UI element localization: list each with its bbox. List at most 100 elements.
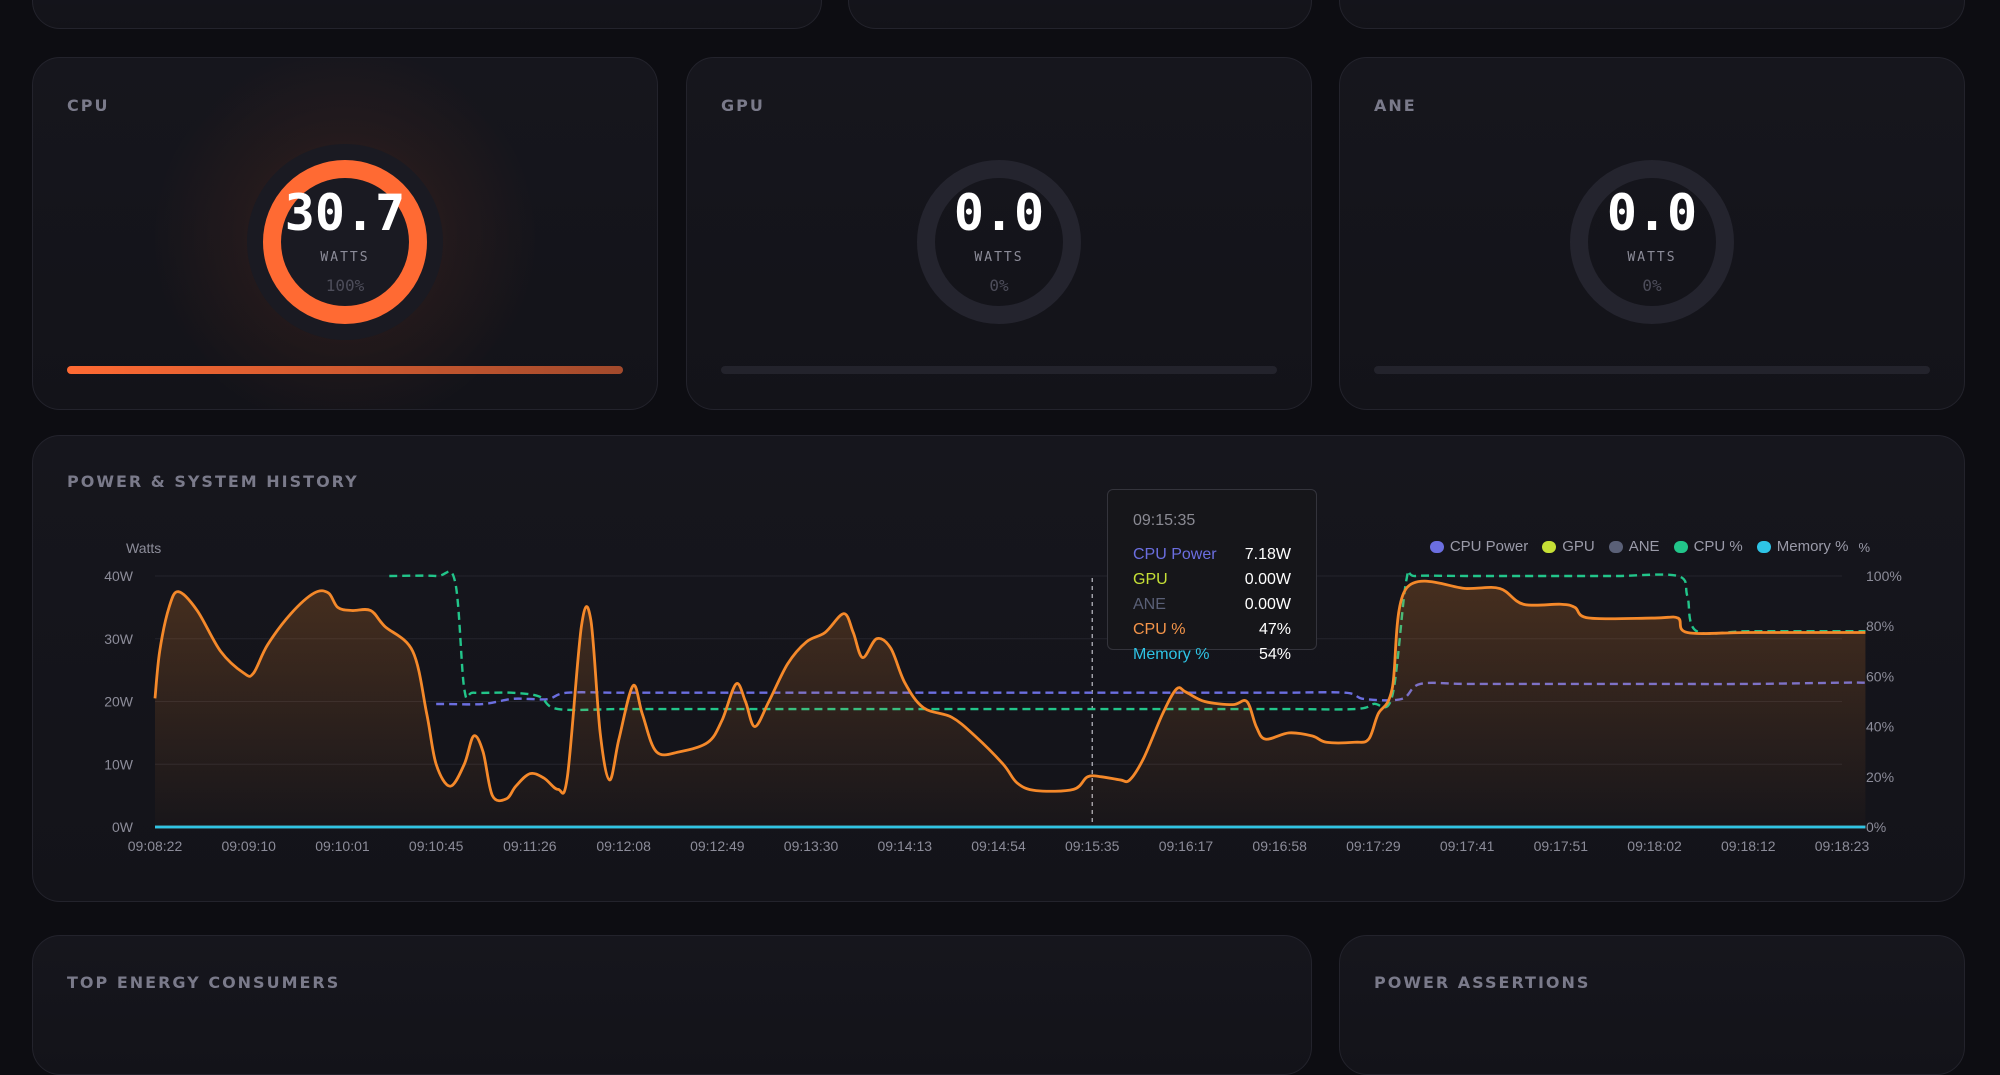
legend-item[interactable]: ANE xyxy=(1608,538,1660,555)
gpu-percent: 0% xyxy=(989,276,1009,295)
y-tick-label: 40W xyxy=(104,568,134,584)
x-tick-label: 09:10:45 xyxy=(409,838,464,854)
cpu-panel-title: CPU xyxy=(67,96,110,115)
legend-item[interactable]: CPU % xyxy=(1673,538,1743,555)
history-chart[interactable]: 0W 10W 20W 30W 40W 0% 20% 40% 60% 80% 100% Watts 09:… xyxy=(0,0,2000,1033)
tooltip-value: 47% xyxy=(1258,621,1291,638)
tooltip-label: CPU Power xyxy=(1133,546,1217,563)
x-tick-label: 09:11:26 xyxy=(503,838,557,854)
chart-tooltip: 09:15:35 CPU Power 7.18W GPU 0.00W ANE 0.00W C… xyxy=(1107,489,1317,663)
legend-label: ANE xyxy=(1628,538,1660,555)
ane-progress-bar xyxy=(1374,366,1930,374)
ane-watts-value: 0.0 xyxy=(1606,184,1698,242)
x-tick-label: 09:18:02 xyxy=(1627,838,1682,854)
x-tick-label: 09:17:41 xyxy=(1440,838,1495,854)
legend-swatch xyxy=(1429,540,1444,553)
cpu-progress-fill xyxy=(67,366,623,374)
legend-label: Memory % xyxy=(1776,538,1849,555)
y2-tick-label: 100% xyxy=(1866,568,1902,584)
cpu-gauge-ring xyxy=(247,144,443,340)
legend-item[interactable]: CPU Power xyxy=(1429,538,1529,555)
tooltip-label: ANE xyxy=(1133,596,1166,613)
series-line-cpu-power-w xyxy=(153,579,1866,803)
x-tick-label: 09:12:08 xyxy=(596,838,651,854)
ane-panel: ANE 0.0 WATTS 0% xyxy=(1339,57,1965,410)
cpu-watts-value: 30.7 xyxy=(284,184,406,242)
top-energy-consumers-title: TOP ENERGY CONSUMERS xyxy=(67,973,341,992)
y2-tick-label: 60% xyxy=(1866,668,1894,684)
y2-tick-label: 40% xyxy=(1866,719,1894,735)
legend-swatch xyxy=(1756,540,1771,553)
legend-suffix: % xyxy=(1858,540,1870,555)
top-card-middle xyxy=(848,0,1312,29)
tooltip-value: 7.18W xyxy=(1244,546,1291,563)
tooltip-value: 0.00W xyxy=(1244,596,1291,613)
tooltip-label: GPU xyxy=(1133,571,1168,588)
x-tick-label: 09:08:22 xyxy=(128,838,183,854)
ane-watts-unit: WATTS xyxy=(1627,250,1677,265)
x-tick-label: 09:18:12 xyxy=(1721,838,1776,854)
tooltip-row: CPU % 47% xyxy=(1133,617,1291,642)
x-tick-label: 09:14:13 xyxy=(878,838,933,854)
tooltip-value: 54% xyxy=(1258,646,1291,663)
legend-swatch xyxy=(1673,540,1688,553)
tooltip-value: 0.00W xyxy=(1244,571,1291,588)
cpu-watts-unit: WATTS xyxy=(320,250,370,265)
tooltip-row: GPU 0.00W xyxy=(1133,567,1291,592)
x-tick-label: 09:18:23 xyxy=(1815,838,1870,854)
x-tick-label: 09:14:54 xyxy=(971,838,1026,854)
tooltip-row: CPU Power 7.18W xyxy=(1133,542,1291,567)
gpu-panel: GPU 0.0 WATTS 0% xyxy=(686,57,1312,410)
legend-swatch xyxy=(1542,540,1557,553)
gpu-gauge-ring xyxy=(917,160,1081,324)
legend-label: CPU Power xyxy=(1449,538,1529,555)
y2-tick-label: 80% xyxy=(1866,618,1894,634)
chart-legend: CPU Power GPU ANE CPU % Memory % % xyxy=(1429,538,1870,555)
cpu-panel: CPU 30.7 WATTS 100% xyxy=(32,57,658,410)
legend-label: GPU xyxy=(1562,538,1595,555)
x-tick-label: 09:10:01 xyxy=(315,838,370,854)
top-card-left xyxy=(32,0,822,29)
cpu-gauge: 30.7 WATTS 100% xyxy=(245,142,445,342)
y2-tick-label: 20% xyxy=(1866,769,1894,785)
power-assertions-title: POWER ASSERTIONS xyxy=(1374,973,1591,992)
top-energy-consumers-panel: TOP ENERGY CONSUMERS xyxy=(32,935,1312,1075)
y2-tick-label: 0% xyxy=(1866,819,1886,835)
gpu-gauge: 0.0 WATTS 0% xyxy=(899,142,1099,342)
cpu-progress-bar xyxy=(67,366,623,374)
x-tick-label: 09:16:17 xyxy=(1159,838,1214,854)
tooltip-row: ANE 0.00W xyxy=(1133,592,1291,617)
legend-swatch xyxy=(1608,540,1623,553)
ane-gauge-ring xyxy=(1570,160,1734,324)
tooltip-label: Memory % xyxy=(1133,646,1210,663)
gpu-panel-title: GPU xyxy=(721,96,765,115)
x-tick-label: 09:17:51 xyxy=(1534,838,1589,854)
y-tick-label: 0W xyxy=(112,819,134,835)
history-panel-title: POWER & SYSTEM HISTORY xyxy=(67,472,359,491)
gpu-watts-unit: WATTS xyxy=(974,250,1024,265)
y-tick-label: 10W xyxy=(104,756,134,772)
legend-item[interactable]: GPU xyxy=(1542,538,1595,555)
x-tick-label: 09:13:30 xyxy=(784,838,839,854)
gpu-watts-value: 0.0 xyxy=(953,184,1045,242)
x-tick-label: 09:16:58 xyxy=(1252,838,1307,854)
cpu-percent: 100% xyxy=(325,276,365,295)
series-area-cpu-power-w xyxy=(155,581,1866,827)
x-tick-label: 09:15:35 xyxy=(1065,838,1120,854)
legend-item[interactable]: Memory % xyxy=(1756,538,1849,555)
y-axis-label: Watts xyxy=(126,540,161,556)
ane-percent: 0% xyxy=(1642,276,1662,295)
ane-gauge: 0.0 WATTS 0% xyxy=(1552,142,1752,342)
power-assertions-panel: POWER ASSERTIONS xyxy=(1339,935,1965,1075)
x-tick-label: 09:17:29 xyxy=(1346,838,1401,854)
x-tick-label: 09:09:10 xyxy=(221,838,276,854)
tooltip-label: CPU % xyxy=(1133,621,1186,638)
tooltip-row: Memory % 54% xyxy=(1133,642,1291,667)
x-tick-label: 09:12:49 xyxy=(690,838,745,854)
ane-panel-title: ANE xyxy=(1374,96,1417,115)
tooltip-time: 09:15:35 xyxy=(1133,512,1196,529)
y-tick-label: 20W xyxy=(104,694,134,710)
legend-label: CPU % xyxy=(1693,538,1743,555)
y-tick-label: 30W xyxy=(104,631,134,647)
gpu-progress-bar xyxy=(721,366,1277,374)
